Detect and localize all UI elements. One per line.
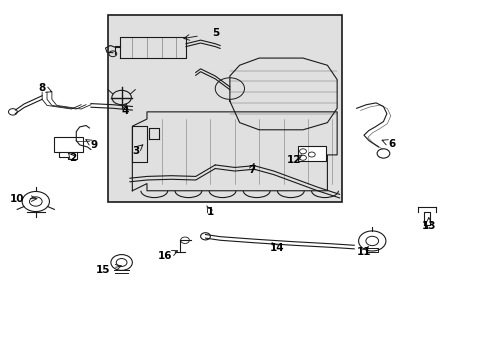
Text: 8: 8	[39, 83, 46, 93]
Text: 12: 12	[286, 155, 301, 165]
Text: 16: 16	[158, 251, 172, 261]
Text: 1: 1	[206, 207, 214, 217]
Bar	[298, 146, 326, 161]
Text: 3: 3	[132, 145, 140, 156]
Bar	[54, 137, 82, 152]
FancyBboxPatch shape	[108, 15, 341, 202]
Text: 15: 15	[96, 265, 110, 275]
Text: 4: 4	[121, 106, 128, 116]
Text: 13: 13	[421, 221, 435, 231]
Text: 10: 10	[10, 194, 24, 204]
Text: 5: 5	[212, 28, 220, 38]
Text: 9: 9	[91, 140, 98, 150]
Text: 7: 7	[247, 165, 255, 175]
Text: 2: 2	[69, 153, 76, 163]
Text: 14: 14	[269, 243, 284, 253]
Text: 6: 6	[387, 139, 395, 149]
Text: 11: 11	[356, 247, 370, 257]
